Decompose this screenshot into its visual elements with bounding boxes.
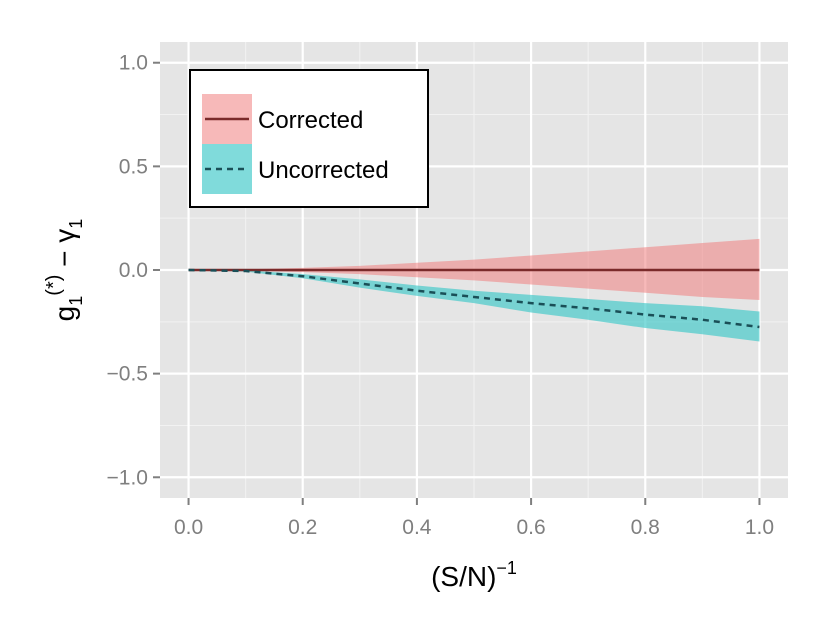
y-tick-label: 0.0 xyxy=(119,259,148,282)
y-axis-title-sub2: 1 xyxy=(66,219,86,229)
ribbon-uncorrected xyxy=(188,270,760,342)
x-axis-title-main: (S/N) xyxy=(431,561,496,592)
x-tick-label: 0.8 xyxy=(631,516,660,539)
y-axis-title-sup: (*) xyxy=(43,275,65,296)
legend-label-uncorrected: Uncorrected xyxy=(258,157,389,184)
legend-label-corrected: Corrected xyxy=(258,107,363,134)
y-tick-label: −1.0 xyxy=(107,466,148,489)
x-axis-title-exponent: −1 xyxy=(496,558,517,578)
x-axis-ticks: 0.0 0.2 0.4 0.6 0.8 1.0 xyxy=(174,498,774,539)
series-lines xyxy=(188,268,760,329)
y-axis-title-minus: − γ xyxy=(49,229,80,275)
y-axis-title-sub1: 1 xyxy=(66,296,86,306)
legend: Corrected Uncorrected xyxy=(189,69,429,208)
y-axis-ticks: −1.0 −0.5 0.0 0.5 1.0 xyxy=(107,52,160,489)
x-axis-title: (S/N)−1 xyxy=(431,558,517,592)
x-tick-label: 0.4 xyxy=(402,516,432,539)
y-axis-title-g: g xyxy=(49,306,80,322)
y-tick-label: −0.5 xyxy=(107,363,148,386)
x-tick-label: 0.0 xyxy=(174,516,203,539)
x-tick-label: 0.2 xyxy=(288,516,317,539)
y-tick-label: 0.5 xyxy=(119,155,148,178)
y-axis-title: g1(*) − γ1 xyxy=(43,219,86,322)
x-tick-label: 1.0 xyxy=(745,516,774,539)
y-tick-label: 1.0 xyxy=(119,52,148,75)
line-uncorrected xyxy=(188,268,760,329)
x-tick-label: 0.6 xyxy=(516,516,545,539)
